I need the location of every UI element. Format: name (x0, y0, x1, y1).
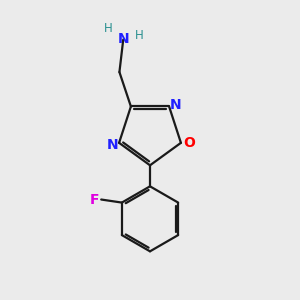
Text: O: O (183, 136, 195, 150)
Text: H: H (104, 22, 113, 34)
Text: N: N (117, 32, 129, 46)
Text: H: H (135, 29, 144, 42)
Text: N: N (170, 98, 182, 112)
Text: N: N (106, 138, 118, 152)
Text: F: F (90, 193, 99, 206)
